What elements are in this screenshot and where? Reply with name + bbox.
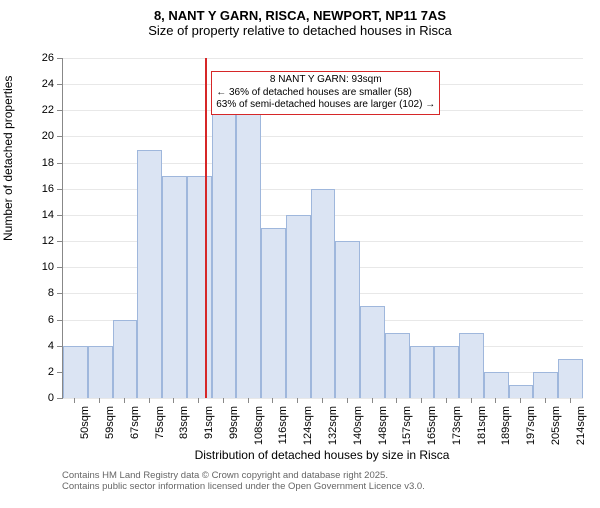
xtick-label: 173sqm [451,406,463,446]
xtick-label: 91sqm [203,406,215,446]
histogram-bar [113,320,138,398]
histogram-bar [335,241,360,398]
annotation-smaller: ← 36% of detached houses are smaller (58… [216,87,435,100]
xtick-label: 116sqm [277,406,289,446]
chart-title-sub: Size of property relative to detached ho… [0,23,600,38]
footer-attribution: Contains HM Land Registry data © Crown c… [62,470,425,492]
xtick-label: 83sqm [178,406,190,446]
footer-line2: Contains public sector information licen… [62,481,425,492]
histogram-bar [236,110,261,398]
histogram-bar [360,306,385,398]
histogram-bar [286,215,311,398]
ytick-label: 10 [34,261,54,273]
histogram-bar [261,228,286,398]
chart-container: 8, NANT Y GARN, RISCA, NEWPORT, NP11 7AS… [0,8,600,508]
histogram-bar [88,346,113,398]
xtick-label: 67sqm [129,406,141,446]
ytick-label: 12 [34,235,54,247]
histogram-bar [509,385,534,398]
ytick-label: 6 [34,314,54,326]
histogram-bar [484,372,509,398]
xtick-label: 50sqm [79,406,91,446]
ytick-label: 22 [34,104,54,116]
xtick-label: 148sqm [377,406,389,446]
histogram-bar [162,176,187,398]
histogram-bar [187,176,212,398]
ytick-label: 20 [34,130,54,142]
ytick-label: 2 [34,366,54,378]
ytick-label: 0 [34,392,54,404]
xtick-label: 59sqm [104,406,116,446]
histogram-bar [459,333,484,398]
histogram-bar [533,372,558,398]
xtick-label: 99sqm [228,406,240,446]
xtick-label: 108sqm [253,406,265,446]
histogram-bar [63,346,88,398]
chart-title-main: 8, NANT Y GARN, RISCA, NEWPORT, NP11 7AS [0,8,600,23]
histogram-bar [311,189,336,398]
histogram-bar [385,333,410,398]
ytick-label: 18 [34,157,54,169]
histogram-bar [137,150,162,398]
y-axis-label: Number of detached properties [1,229,15,241]
xtick-label: 124sqm [302,406,314,446]
xtick-label: 205sqm [550,406,562,446]
histogram-bar [434,346,459,398]
ytick-label: 4 [34,340,54,352]
xtick-label: 75sqm [154,406,166,446]
histogram-bar [558,359,583,398]
ytick-label: 26 [34,52,54,64]
annotation-address: 8 NANT Y GARN: 93sqm [216,74,435,87]
ytick-label: 24 [34,78,54,90]
xtick-label: 165sqm [426,406,438,446]
xtick-label: 132sqm [327,406,339,446]
footer-line1: Contains HM Land Registry data © Crown c… [62,470,425,481]
annotation-box: 8 NANT Y GARN: 93sqm ← 36% of detached h… [211,71,440,115]
histogram-bar [410,346,435,398]
annotation-larger: 63% of semi-detached houses are larger (… [216,99,435,112]
xtick-label: 181sqm [476,406,488,446]
ytick-label: 8 [34,287,54,299]
reference-line [205,58,207,398]
xtick-label: 157sqm [401,406,413,446]
ytick-label: 14 [34,209,54,221]
xtick-label: 189sqm [500,406,512,446]
plot-area: 8 NANT Y GARN: 93sqm ← 36% of detached h… [62,58,583,399]
histogram-bar [212,110,237,398]
xtick-label: 214sqm [575,406,587,446]
xtick-label: 140sqm [352,406,364,446]
ytick-label: 16 [34,183,54,195]
x-axis-label: Distribution of detached houses by size … [62,448,582,462]
xtick-label: 197sqm [525,406,537,446]
